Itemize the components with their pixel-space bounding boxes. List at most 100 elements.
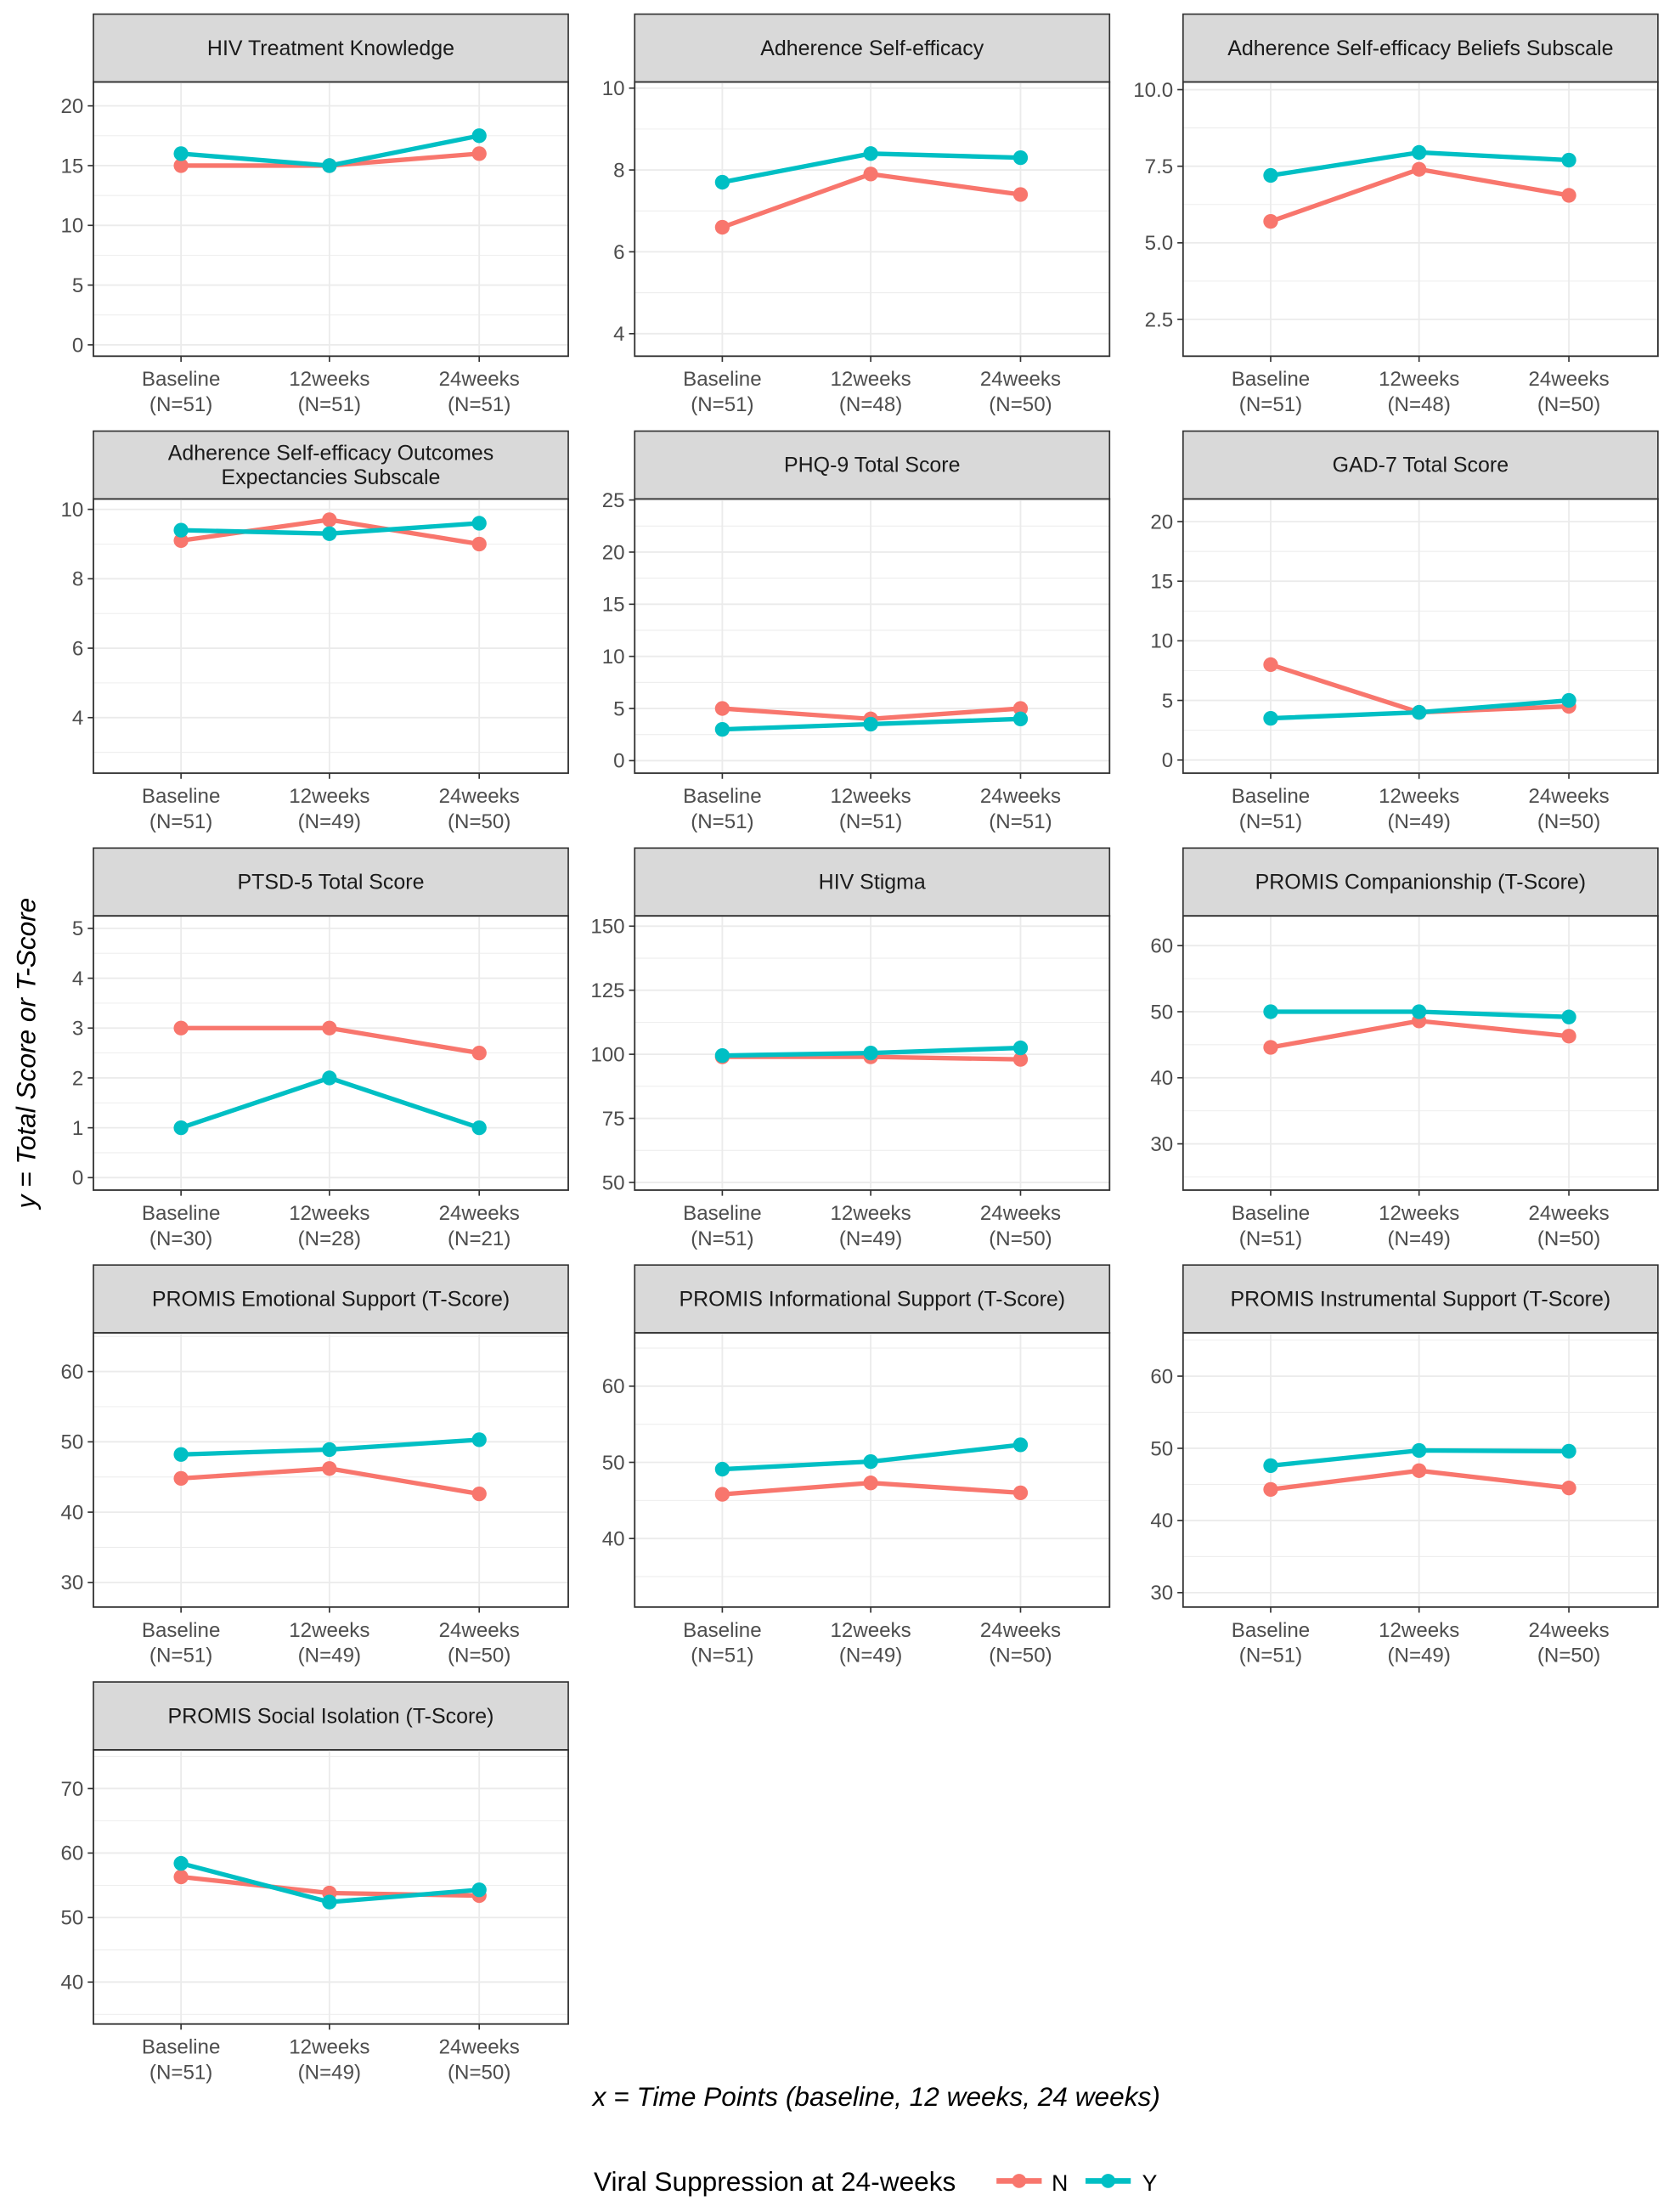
series-n-point — [1412, 1463, 1427, 1478]
y-tick-label: 60 — [1150, 1365, 1173, 1388]
facet-title: PROMIS Instrumental Support (T-Score) — [1231, 1287, 1611, 1311]
series-n-point — [173, 533, 189, 549]
facet-strip — [93, 13, 569, 83]
series-n-point — [173, 1869, 189, 1885]
y-tick-label: 6 — [72, 637, 83, 660]
y-tick-label: 100 — [590, 1043, 624, 1066]
x-tick-label: 24weeks — [439, 1619, 520, 1642]
facet-title: Adherence Self-efficacy — [760, 37, 984, 60]
x-tick-n-label: (N=51) — [691, 1645, 753, 1667]
series-y-point — [1412, 144, 1427, 161]
x-tick-label: 12weeks — [289, 1619, 369, 1642]
series-y-point — [863, 1045, 878, 1061]
facet-panel: PROMIS Informational Support (T-Score) 40… — [602, 1264, 1111, 1667]
facet-strip — [634, 13, 1111, 83]
y-tick-label: 4 — [72, 968, 83, 990]
series-n-point — [1561, 188, 1576, 203]
x-tick-n-label: (N=50) — [448, 810, 510, 833]
series-y-point — [714, 1047, 730, 1064]
y-tick-label: 5 — [613, 697, 624, 720]
series-y-point — [1263, 710, 1278, 726]
x-tick-n-label: (N=51) — [149, 2062, 212, 2085]
y-tick-label: 40 — [1150, 1509, 1173, 1532]
x-tick-label: 12weeks — [831, 1619, 911, 1642]
x-tick-n-label: (N=50) — [448, 1645, 510, 1667]
x-tick-n-label: (N=51) — [989, 810, 1052, 833]
y-tick-label: 60 — [60, 1361, 83, 1384]
y-tick-label: 50 — [1150, 1437, 1173, 1460]
series-y-point — [322, 1070, 337, 1086]
facet-panel: Adherence Self-efficacy Beliefs Subscale… — [1133, 13, 1659, 416]
series-y-point — [714, 174, 730, 190]
x-tick-label: 24weeks — [980, 785, 1061, 808]
x-tick-n-label: (N=30) — [149, 1227, 212, 1250]
series-n-point — [1012, 1485, 1029, 1501]
legend-label-y: Y — [1142, 2170, 1158, 2196]
series-y-point — [173, 1855, 189, 1871]
x-tick-n-label: (N=51) — [839, 810, 902, 833]
y-tick-label: 4 — [72, 707, 83, 730]
facet-panel: PHQ-9 Total Score0510152025Baseline(N=51… — [602, 430, 1111, 833]
x-tick-label: 24weeks — [1528, 1202, 1609, 1225]
facet-title: PTSD-5 Total Score — [238, 871, 425, 894]
series-y-point — [1012, 1437, 1029, 1453]
series-n-point — [322, 1020, 337, 1035]
facet-strip — [93, 430, 569, 500]
facet-strip — [93, 1264, 569, 1334]
series-y-point — [1561, 692, 1576, 708]
x-tick-n-label: (N=49) — [298, 2062, 361, 2085]
facet-title: Expectancies Subscale — [222, 466, 441, 489]
series-n-point — [1012, 701, 1029, 716]
series-y-point — [471, 1882, 487, 1898]
x-tick-label: Baseline — [142, 2036, 220, 2059]
series-n-point — [1561, 1481, 1576, 1496]
x-tick-n-label: (N=51) — [1239, 1227, 1302, 1250]
series-y-point — [1561, 1009, 1576, 1024]
x-tick-n-label: (N=50) — [1537, 810, 1600, 833]
x-tick-n-label: (N=51) — [691, 810, 753, 833]
x-tick-label: Baseline — [1232, 1202, 1310, 1225]
y-tick-label: 8 — [613, 159, 624, 182]
x-tick-n-label: (N=28) — [298, 1227, 361, 1250]
y-tick-label: 15 — [602, 594, 625, 617]
series-n-point — [714, 701, 730, 716]
facet-title: PROMIS Informational Support (T-Score) — [679, 1287, 1065, 1311]
y-tick-label: 5 — [72, 274, 83, 297]
facet-panel: PROMIS Companionship (T-Score) 30 40 50 60 Ba… — [1150, 847, 1659, 1250]
x-tick-label: 12weeks — [1379, 1202, 1459, 1225]
x-tick-n-label: (N=50) — [989, 1645, 1052, 1667]
y-tick-label: 10.0 — [1133, 79, 1173, 102]
series-y-point — [1263, 1458, 1278, 1474]
x-tick-label: Baseline — [683, 785, 761, 808]
series-n-point — [863, 166, 878, 182]
x-tick-n-label: (N=51) — [1239, 1645, 1302, 1667]
legend-label-n: N — [1052, 2170, 1068, 2196]
x-tick-label: 24weeks — [1528, 368, 1609, 391]
y-tick-label: 40 — [60, 1501, 83, 1524]
y-tick-label: 30 — [60, 1572, 83, 1594]
series-n-point — [1263, 1040, 1278, 1055]
facet-panel: Adherence Self-efficacy46810Baseline(N=5… — [602, 13, 1111, 416]
y-tick-label: 10 — [602, 646, 625, 669]
x-tick-n-label: (N=50) — [989, 1227, 1052, 1250]
series-n-point — [1412, 161, 1427, 177]
series-n-point — [714, 219, 730, 235]
x-tick-n-label: (N=49) — [839, 1227, 902, 1250]
series-y-point — [322, 158, 337, 173]
facet-strip — [1182, 1264, 1659, 1334]
x-tick-label: Baseline — [683, 1202, 761, 1225]
y-tick-label: 5 — [72, 917, 83, 940]
series-y-point — [1561, 152, 1576, 168]
y-tick-label: 20 — [602, 541, 625, 564]
y-tick-label: 5.0 — [1145, 232, 1174, 255]
series-n-point — [173, 1020, 189, 1035]
series-n-point — [322, 1461, 337, 1476]
x-tick-label: 24weeks — [439, 1202, 520, 1225]
panel-border — [93, 498, 569, 775]
x-tick-label: 12weeks — [1379, 785, 1459, 808]
x-tick-label: Baseline — [1232, 368, 1310, 391]
x-tick-n-label: (N=51) — [691, 393, 753, 416]
y-tick-label: 60 — [1150, 935, 1173, 958]
panel-border — [93, 1748, 569, 2025]
